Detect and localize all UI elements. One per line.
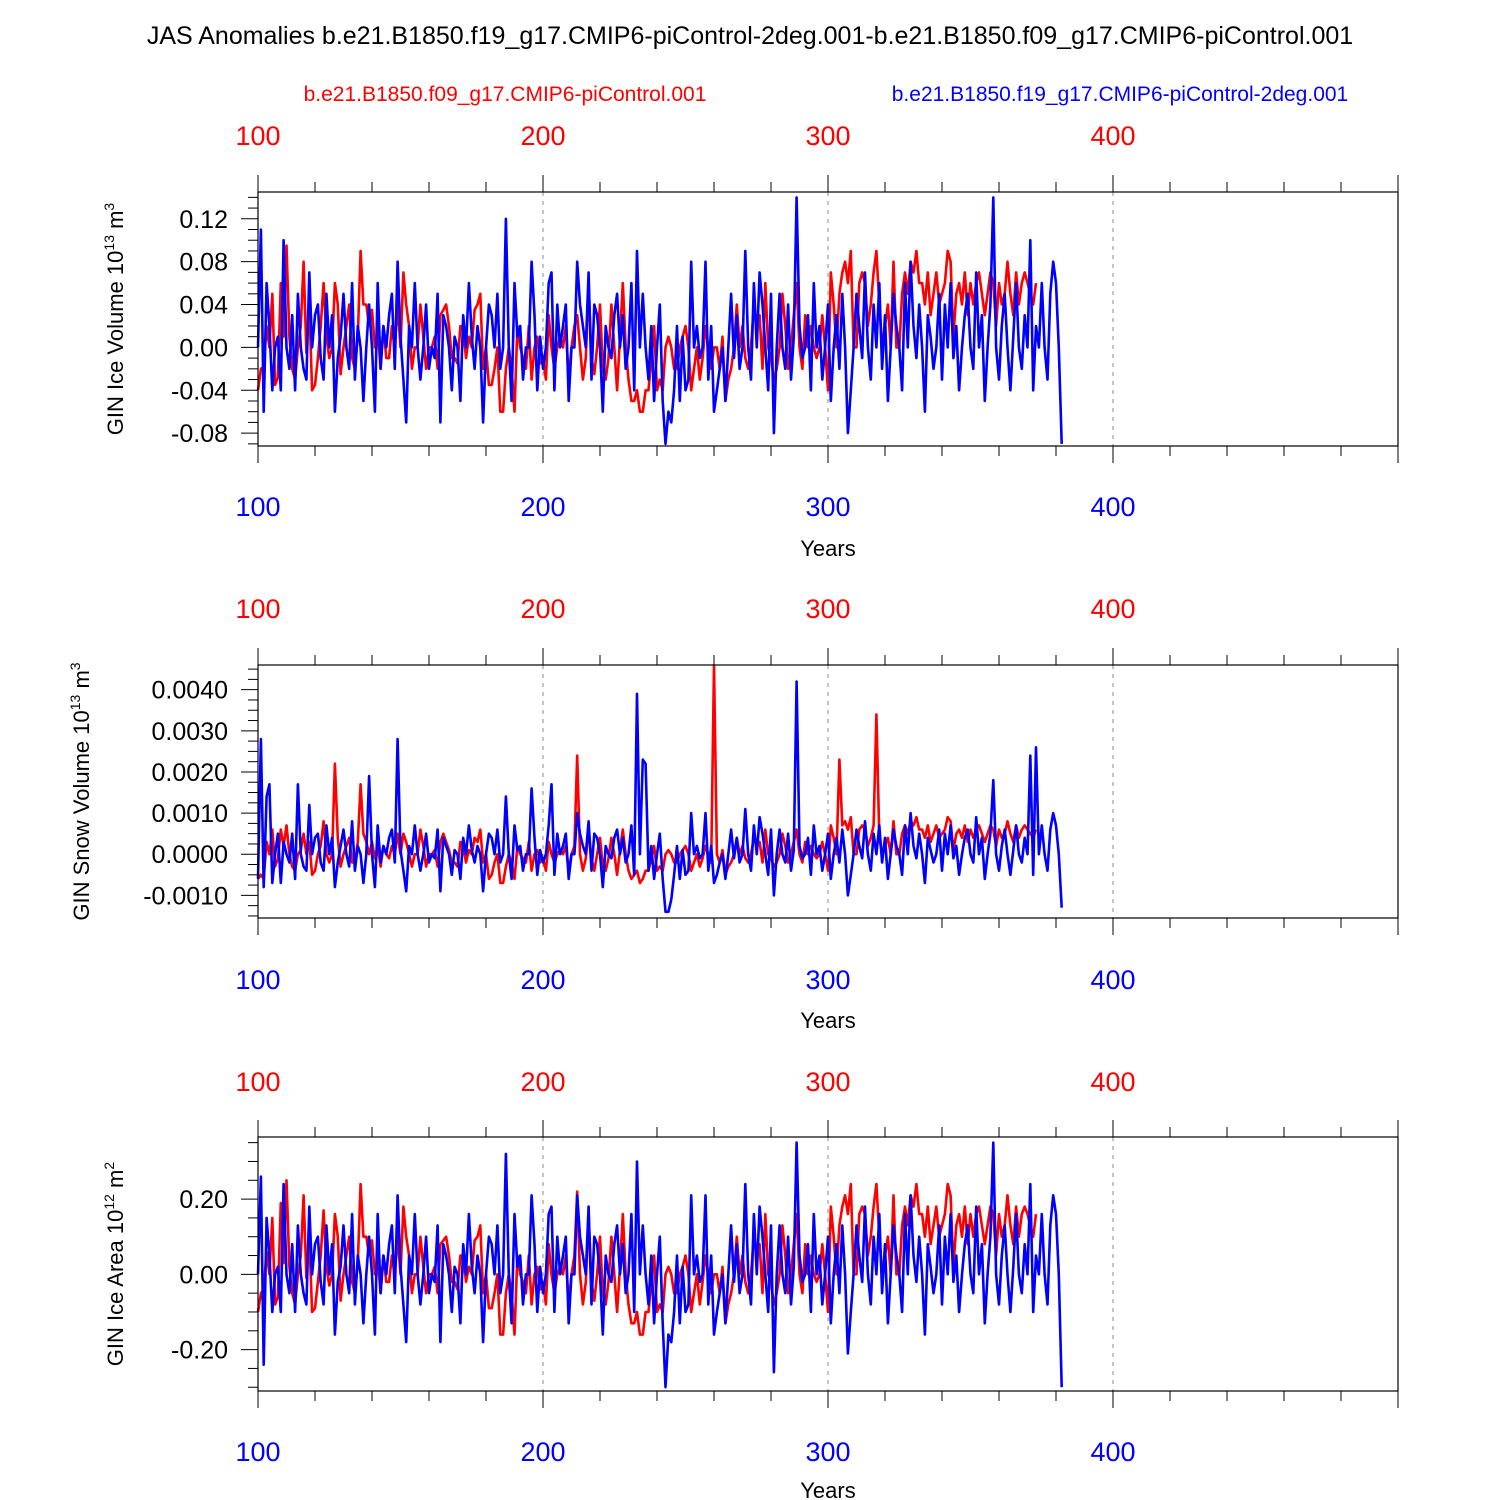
plot-frame	[257, 1136, 1399, 1392]
y-axis-label: GIN Snow Volume 1013 m3	[67, 662, 94, 920]
x-tick-label-bottom: 400	[1090, 1437, 1135, 1467]
y-tick-label: 0.12	[179, 206, 228, 234]
series-line-f19	[256, 196, 1063, 446]
x-tick-label-bottom: 400	[1090, 965, 1135, 995]
x-tick-label-bottom: 100	[235, 965, 280, 995]
x-tick-label-top: 300	[805, 594, 850, 624]
x-tick-label-top: 300	[805, 1067, 850, 1097]
legend-label-f19: b.e21.B1850.f19_g17.CMIP6-piControl-2deg…	[892, 83, 1348, 106]
series-line-f09	[256, 1179, 1038, 1336]
y-tick-label: -0.04	[171, 377, 228, 405]
x-tick-label-top: 100	[235, 121, 280, 151]
plot-frame	[257, 191, 1399, 447]
chart-panel-2: 100 100 200 200 300 300 400 400 -0.0010 0.0000 0.0…	[67, 594, 1399, 1033]
y-axis-label: GIN Ice Volume 1013 m3	[101, 203, 128, 436]
y-tick-label: 0.00	[179, 1261, 228, 1289]
x-tick-label-top: 200	[520, 121, 565, 151]
x-tick-label-top: 100	[235, 1067, 280, 1097]
y-tick-label: 0.04	[179, 292, 228, 320]
y-tick-label: 0.0020	[152, 759, 228, 787]
y-tick-label: -0.20	[171, 1337, 228, 1365]
series-line-f09	[256, 244, 1038, 414]
x-axis-label: Years	[800, 536, 855, 561]
x-tick-label-bottom: 100	[235, 1437, 280, 1467]
y-tick-label: 0.00	[179, 334, 228, 362]
x-tick-label-top: 200	[520, 594, 565, 624]
y-tick-label: 0.0040	[152, 677, 228, 705]
x-tick-label-bottom: 300	[805, 1437, 850, 1467]
x-tick-label-bottom: 200	[520, 965, 565, 995]
x-tick-label-bottom: 200	[520, 492, 565, 522]
y-tick-label: 0.0030	[152, 718, 228, 746]
x-tick-label-bottom: 100	[235, 492, 280, 522]
panels: 100 100 200 200 300 300 400 400 -0.08 -0.04 0.00 0.…	[67, 121, 1399, 1500]
x-tick-label-top: 100	[235, 594, 280, 624]
legend-label-f09: b.e21.B1850.f09_g17.CMIP6-piControl.001	[304, 83, 707, 106]
plot-frame	[257, 664, 1399, 919]
y-tick-label: 0.0000	[152, 841, 228, 869]
figure-title: JAS Anomalies b.e21.B1850.f19_g17.CMIP6-…	[147, 22, 1353, 50]
x-tick-label-bottom: 300	[805, 492, 850, 522]
x-tick-label-top: 300	[805, 121, 850, 151]
x-tick-label-top: 400	[1090, 1067, 1135, 1097]
y-tick-label: 0.08	[179, 249, 228, 277]
x-tick-label-bottom: 300	[805, 965, 850, 995]
x-tick-label-bottom: 200	[520, 1437, 565, 1467]
x-axis-label: Years	[800, 1008, 855, 1033]
x-tick-label-top: 200	[520, 1067, 565, 1097]
chart-panel-3: 100 100 200 200 300 300 400 400 -0.20 0.00 0.20 Yea…	[101, 1067, 1399, 1500]
x-tick-label-bottom: 400	[1090, 492, 1135, 522]
y-axis-label: GIN Ice Area 1012 m2	[101, 1162, 128, 1367]
y-tick-label: -0.08	[171, 420, 228, 448]
x-tick-label-top: 400	[1090, 121, 1135, 151]
y-tick-label: 0.20	[179, 1186, 228, 1214]
series-line-f19	[256, 680, 1063, 914]
series-line-f19	[256, 1141, 1063, 1389]
x-tick-label-top: 400	[1090, 594, 1135, 624]
chart-panel-1: 100 100 200 200 300 300 400 400 -0.08 -0.04 0.00 0.…	[101, 121, 1399, 561]
y-tick-label: 0.0010	[152, 800, 228, 828]
x-axis-label: Years	[800, 1478, 855, 1500]
y-tick-label: -0.0010	[143, 882, 228, 910]
